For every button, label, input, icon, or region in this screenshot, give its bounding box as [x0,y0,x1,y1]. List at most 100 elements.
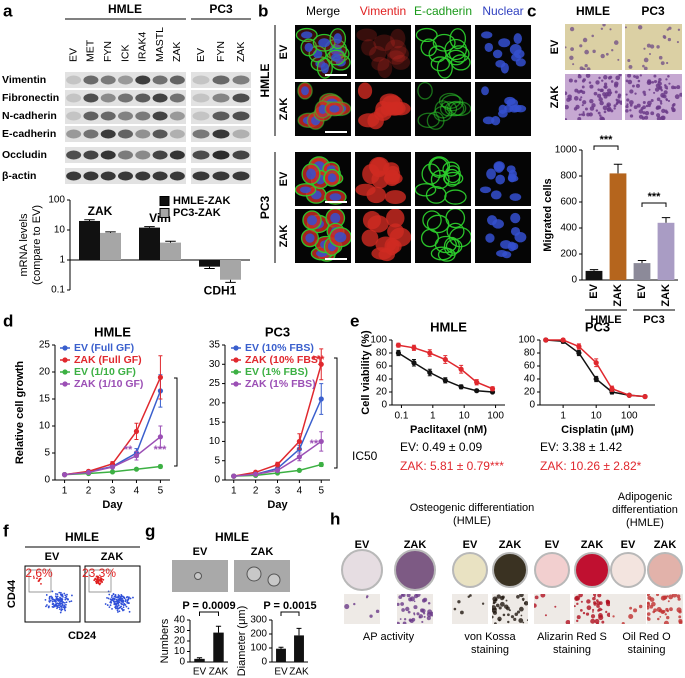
cell-ecadherin [328,227,351,248]
cell-ecadherin [448,45,470,63]
migrated-cell [581,113,586,117]
legend-label: ZAK (1% FBS) [245,378,316,390]
migrated-cell [613,107,616,110]
migrated-cell [673,86,677,90]
x-tick-label: 100 [487,411,504,422]
chart-title: HMLE [430,319,467,334]
micrograph [415,82,471,136]
cell-nucleus [506,165,516,173]
flow-dot [104,603,107,605]
gate [88,569,112,593]
migrated-cell [643,57,649,63]
x-axis-label: Cisplatin (μM) [561,424,634,436]
point [274,467,281,473]
legend-label: ZAK (10% FBS) [245,354,321,366]
stain-speck [660,610,665,614]
cell-nucleus [481,31,493,39]
cell-nucleus [304,42,314,52]
lane-label: MET [85,39,97,62]
error-bar [204,266,215,270]
blot-band [169,93,185,103]
flow-dot [70,600,73,603]
migrated-cell [586,112,591,117]
stain-speck [413,613,416,616]
bar [657,222,675,280]
stain-speck [534,595,539,600]
stain-speck [402,621,407,624]
column-header: ZAK [654,539,677,551]
point [253,471,259,477]
blot-band [169,129,185,139]
flow-dot [97,581,100,584]
stain-speck [574,595,581,601]
blot-band [152,129,168,139]
cell-nucleus [305,233,315,243]
error-bar [278,646,284,649]
flow-dot [71,594,73,597]
flow-dot [55,600,57,603]
column-header: ZAK [251,546,274,558]
legend-swatch [159,196,170,206]
migrated-cell [660,89,663,92]
cell-ecadherin [295,27,318,43]
cell-nucleus [484,42,494,52]
cell-vimentin [356,28,378,42]
blot-band [118,150,133,160]
flow-dot [116,602,118,605]
transwell-bg [565,74,622,120]
cell-ecadherin [446,222,465,241]
cell-vimentin [355,183,376,196]
stain-speck [520,614,523,617]
migrated-cell [602,24,606,27]
stain-speck [647,612,651,616]
cell-nucleus [329,105,340,113]
stain-speck [590,618,596,624]
point [642,393,648,400]
migrated-cell [579,89,583,93]
stain-speck [647,595,652,600]
caption: staining [471,644,509,656]
cell-nucleus [307,215,318,226]
point [543,337,549,343]
flow-dot [95,582,98,585]
migrated-cell [647,103,651,108]
stain-speck [492,615,494,619]
flow-dot [123,602,126,605]
stain-speck [397,602,400,606]
migrated-cell [573,107,578,111]
flow-dot [58,604,61,607]
stain-speck [407,610,411,614]
cell-vimentin [377,58,393,79]
migrated-cell [602,105,608,111]
flow-dot [64,596,67,599]
flow-dot [52,603,54,605]
flow-dot [61,593,64,596]
y-axis-label: (compare to EV) [31,205,43,285]
flow-dot [59,591,62,594]
well [647,552,683,588]
blot-band [118,75,133,85]
migrated-cell [581,85,585,89]
cell-ecadherin [323,168,341,187]
stain-speck [416,612,420,616]
blot-band [66,129,82,139]
migrated-cell [578,113,581,116]
point [133,428,140,434]
cell-vimentin [369,46,387,62]
legend-label: EV (10% FBS) [245,342,314,354]
cell-ecadherin [428,45,447,63]
flow-dot [60,600,63,603]
stain-speck [523,601,528,606]
migrated-cell [662,35,666,39]
blot-band [83,129,99,139]
migrated-cell [639,74,642,77]
cell-vimentin [362,210,382,230]
stain-speck [666,595,669,598]
cell-nucleus [509,105,520,113]
migrated-cell [577,74,582,79]
cell-ecadherin [446,49,466,66]
flow-dot [56,602,59,605]
migrated-cell [603,75,608,80]
column-header: HMLE [576,4,610,18]
error-bar [144,226,155,228]
